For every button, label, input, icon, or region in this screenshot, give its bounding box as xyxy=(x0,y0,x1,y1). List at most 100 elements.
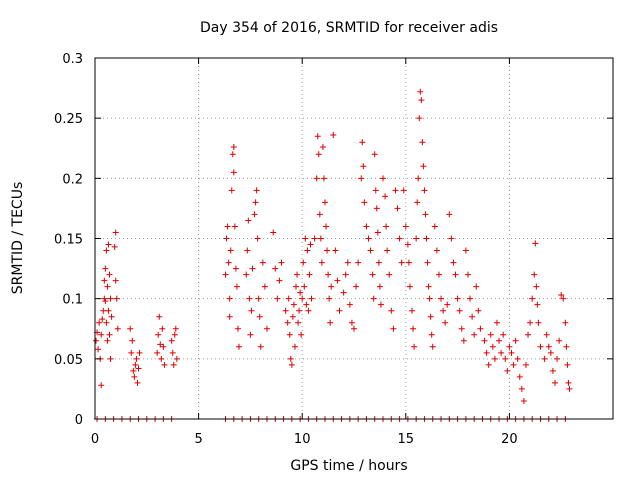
data-point xyxy=(103,247,110,254)
data-point xyxy=(348,319,355,326)
data-point xyxy=(564,361,571,368)
x-tick-label: 0 xyxy=(91,432,99,447)
data-point xyxy=(108,313,115,320)
data-point xyxy=(135,365,142,372)
data-point xyxy=(113,295,120,302)
data-point xyxy=(132,361,139,368)
data-point xyxy=(415,175,422,182)
data-point xyxy=(307,241,314,248)
data-point xyxy=(506,343,513,350)
data-point xyxy=(423,235,430,242)
data-point xyxy=(376,283,383,290)
data-point xyxy=(317,235,324,242)
data-point xyxy=(278,259,285,266)
data-point xyxy=(545,343,552,350)
data-point xyxy=(105,241,112,248)
data-point xyxy=(388,307,395,314)
data-point xyxy=(444,301,451,308)
data-point xyxy=(435,271,442,278)
data-point xyxy=(369,271,376,278)
data-point xyxy=(386,271,393,278)
data-point xyxy=(96,319,103,326)
data-point xyxy=(259,259,266,266)
data-point xyxy=(261,283,268,290)
data-point xyxy=(424,259,431,266)
data-point xyxy=(95,346,102,353)
data-point xyxy=(326,295,333,302)
data-point xyxy=(248,307,255,314)
data-point xyxy=(321,199,328,206)
data-point xyxy=(483,349,490,356)
data-point xyxy=(245,217,252,224)
data-point xyxy=(133,355,140,362)
x-tick-labels: 0 5 10 15 20 xyxy=(91,432,518,447)
data-point xyxy=(462,247,469,254)
data-point xyxy=(405,259,412,266)
data-point xyxy=(236,343,243,350)
data-point xyxy=(475,307,482,314)
data-point xyxy=(229,151,236,158)
data-point xyxy=(136,349,143,356)
data-point xyxy=(306,271,313,278)
data-point xyxy=(473,283,480,290)
data-point xyxy=(114,325,121,332)
data-point xyxy=(93,337,100,344)
data-point xyxy=(104,337,111,344)
data-point xyxy=(554,355,561,362)
data-point xyxy=(101,277,108,284)
data-point xyxy=(531,271,538,278)
chart-title: Day 354 of 2016, SRMTID for receiver adi… xyxy=(200,20,498,36)
data-point xyxy=(446,211,453,218)
data-point xyxy=(355,259,362,266)
data-point xyxy=(286,331,293,338)
data-point xyxy=(562,319,569,326)
data-point xyxy=(454,295,461,302)
data-point xyxy=(289,313,296,320)
data-point xyxy=(230,144,237,151)
data-point xyxy=(360,163,367,170)
data-point xyxy=(320,175,327,182)
data-point xyxy=(313,175,320,182)
x-tick-label: 20 xyxy=(501,432,518,447)
data-point xyxy=(525,331,532,338)
data-point xyxy=(512,337,519,344)
data-point xyxy=(469,313,476,320)
data-point xyxy=(324,247,331,254)
data-point xyxy=(274,295,281,302)
data-point xyxy=(410,325,417,332)
data-point xyxy=(99,316,106,323)
data-point xyxy=(372,187,379,194)
data-point xyxy=(440,307,447,314)
data-point xyxy=(304,247,311,254)
data-point xyxy=(402,223,409,230)
data-point xyxy=(318,259,325,266)
data-point xyxy=(282,307,289,314)
data-point xyxy=(298,331,305,338)
data-point xyxy=(535,319,542,326)
data-point xyxy=(414,199,421,206)
data-point xyxy=(272,265,279,272)
data-point xyxy=(316,211,323,218)
data-point xyxy=(233,283,240,290)
data-point xyxy=(425,283,432,290)
data-point xyxy=(384,247,391,254)
data-point xyxy=(173,355,180,362)
data-point xyxy=(252,199,259,206)
data-point xyxy=(157,341,164,348)
data-point xyxy=(112,229,119,236)
data-point xyxy=(302,235,309,242)
data-point xyxy=(471,331,478,338)
y-tick-labels: 0 0.05 0.1 0.15 0.2 0.25 0.3 xyxy=(54,52,83,428)
data-point xyxy=(330,132,337,139)
data-point xyxy=(467,295,474,302)
data-point xyxy=(426,295,433,302)
data-point xyxy=(227,247,234,254)
data-point xyxy=(168,337,175,344)
data-point xyxy=(296,307,303,314)
data-point xyxy=(287,355,294,362)
data-point xyxy=(295,319,302,326)
data-point xyxy=(111,243,118,250)
data-point xyxy=(305,307,312,314)
data-point xyxy=(380,175,387,182)
